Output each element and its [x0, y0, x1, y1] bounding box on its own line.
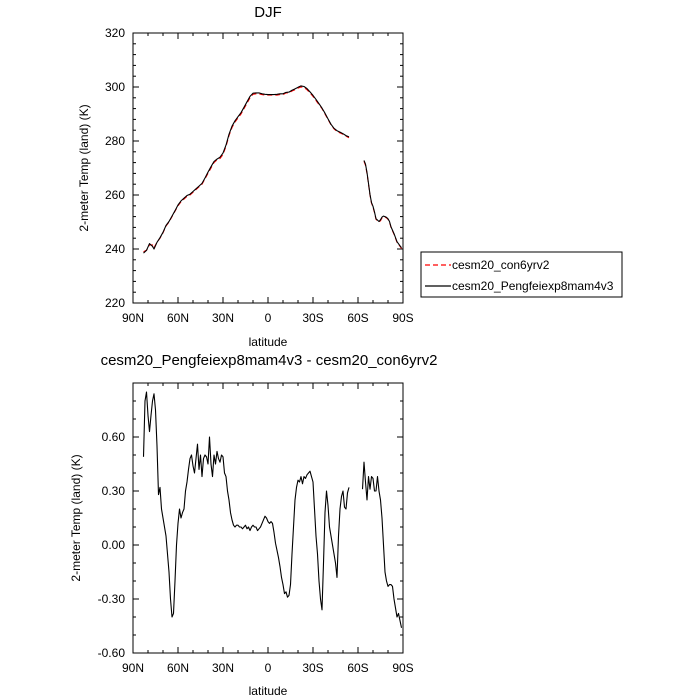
x-tick-label: 30S: [302, 311, 323, 325]
bottom-chart-ticks: 90N 60N 30N 0 30S 60S 90S -0.60 -0.30 0.00 0.30 0.6…: [98, 382, 414, 675]
top-chart-x-axis-label: latitude: [249, 335, 288, 349]
x-tick-label: 30N: [212, 661, 234, 675]
x-tick-label: 30S: [302, 661, 323, 675]
series-line-cesm20-con6yrv2: [363, 161, 402, 249]
top-chart-title: DJF: [254, 4, 282, 21]
x-tick-label: 90N: [122, 661, 144, 675]
legend-box: [420, 251, 623, 298]
y-tick-label: 0.00: [102, 538, 126, 552]
y-tick-label: 0.60: [102, 430, 126, 444]
series-line-cesm20-pengfeiexp8mam4v3: [363, 160, 402, 249]
y-tick-label: 300: [105, 80, 125, 94]
y-tick-label: 220: [105, 296, 125, 310]
bottom-chart-frame: [132, 382, 404, 654]
y-tick-label: 0.30: [102, 484, 126, 498]
x-tick-label: 0: [265, 311, 272, 325]
x-tick-label: 60S: [347, 661, 368, 675]
top-chart-y-axis-label: 2-meter Temp (land) (K): [77, 104, 91, 231]
series-line-difference: [142, 391, 350, 618]
x-tick-label: 90N: [122, 311, 144, 325]
bottom-chart-title: cesm20_Pengfeiexp8mam4v3 - cesm20_con6yr…: [101, 352, 438, 369]
y-tick-label: -0.30: [98, 592, 126, 606]
y-tick-label: 280: [105, 134, 125, 148]
bottom-chart-y-axis-label: 2-meter Temp (land) (K): [69, 454, 83, 581]
legend: cesm20_con6yrv2 cesm20_Pengfeiexp8mam4v3: [420, 251, 623, 298]
legend-entry-cesm20-pengfeiexp8mam4v3: cesm20_Pengfeiexp8mam4v3: [452, 279, 614, 293]
x-tick-label: 90S: [392, 311, 413, 325]
top-chart-series: [143, 85, 402, 254]
top-chart-frame: [132, 32, 404, 304]
series-line-cesm20-pengfeiexp8mam4v3: [143, 85, 350, 254]
x-tick-label: 60N: [167, 311, 189, 325]
bottom-chart-x-axis-label: latitude: [249, 684, 288, 698]
x-tick-label: 0: [265, 661, 272, 675]
bottom-chart-series: [142, 391, 403, 628]
x-tick-label: 60N: [167, 661, 189, 675]
y-tick-label: 260: [105, 188, 125, 202]
series-line-difference: [361, 461, 403, 628]
bottom-chart: cesm20_Pengfeiexp8mam4v3 - cesm20_con6yr…: [69, 352, 437, 698]
y-tick-label: 240: [105, 242, 125, 256]
legend-entry-cesm20-con6yrv2: cesm20_con6yrv2: [452, 258, 550, 272]
y-tick-label: -0.60: [98, 646, 126, 660]
series-line-cesm20-con6yrv2: [143, 86, 350, 253]
top-chart-ticks: 90N 60N 30N 0 30S 60S 90S 220 240 260 280 300 320: [105, 26, 414, 325]
x-tick-label: 30N: [212, 311, 234, 325]
x-tick-label: 90S: [392, 661, 413, 675]
y-tick-label: 320: [105, 26, 125, 40]
top-chart: DJF 90N 60N 30N 0 30S 60S 90S 220 240 260 280 300 32…: [77, 4, 414, 349]
x-tick-label: 60S: [347, 311, 368, 325]
